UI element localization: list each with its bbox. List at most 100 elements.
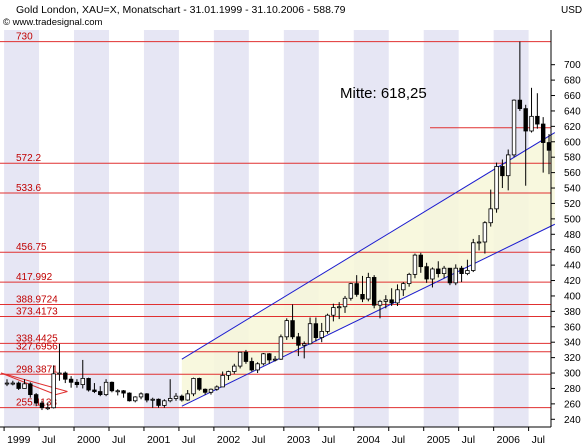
levels-layer: 730 572.2 533.6 456.75 417.992 388.9724373.41…: [0, 32, 551, 409]
candle-body-up: [284, 320, 289, 338]
x-tick-label: Jul: [112, 434, 125, 446]
candle-body-down: [360, 294, 365, 300]
x-tick-label: 1999: [7, 434, 31, 446]
candle-body-up: [10, 382, 16, 385]
candle-body-up: [45, 407, 50, 410]
x-tick-label: 2000: [77, 434, 101, 446]
candle-body-down: [121, 390, 126, 394]
candle-body-down: [296, 336, 301, 346]
copyright-text: © www.tradesignal.com: [3, 17, 102, 28]
half-year-stripe: [353, 30, 389, 427]
y-tick-label: 500: [564, 214, 581, 225]
y-tick-label: 440: [564, 261, 581, 272]
candle-body-up: [331, 307, 336, 316]
candle-body-up: [377, 300, 383, 306]
level-label: 298.3871: [16, 364, 58, 375]
candle-body-down: [197, 378, 202, 390]
x-tick-label: Jul: [322, 434, 335, 446]
candle-body-down: [156, 398, 161, 406]
candle-body-up: [80, 378, 85, 386]
candle-body-up: [383, 299, 389, 302]
y-tick-label: 400: [564, 291, 581, 302]
y-tick-label: 560: [564, 168, 581, 179]
level-label: 338.4425: [16, 333, 58, 344]
y-tick-label: 640: [564, 106, 581, 117]
level-label: 533.6: [16, 183, 41, 194]
y-tick-label: 620: [564, 122, 581, 133]
x-tick-label: Jul: [392, 434, 405, 446]
candle-body-up: [494, 166, 499, 210]
channel-lower-line: [181, 223, 556, 407]
candle-body-down: [39, 402, 45, 409]
triangle-close-line: [55, 391, 68, 396]
chart-title: Gold London, XAU=X, Monatschart - 31.01.…: [16, 4, 346, 16]
candle-body-down: [267, 353, 272, 361]
y-tick-label: 360: [564, 322, 581, 333]
candle-body-up: [511, 99, 517, 156]
candle-body-down: [127, 392, 132, 402]
candle-body-down: [63, 372, 68, 380]
candle-body-up: [465, 270, 470, 274]
x-tick-label: Jul: [462, 434, 475, 446]
unit-label: USD: [561, 5, 582, 16]
candle-body-up: [366, 277, 371, 300]
candle-body-up: [488, 208, 493, 224]
candle-body-down: [249, 361, 254, 371]
candle-body-up: [261, 353, 266, 365]
candle-body-down: [86, 378, 91, 391]
y-tick-label: 520: [564, 199, 581, 210]
level-label: 730: [16, 32, 33, 43]
candle-body-up: [325, 314, 330, 332]
candle-body-down: [179, 395, 185, 401]
candle-body-up: [220, 374, 225, 388]
x-tick-label: 2005: [427, 434, 451, 446]
x-tick-label: 2003: [287, 434, 311, 446]
y-tick-label: 320: [564, 353, 581, 364]
candle-body-down: [202, 388, 208, 393]
y-tick-label: 300: [564, 369, 581, 380]
channel-lines-layer: [181, 132, 556, 407]
x-tick-label: 2004: [357, 434, 381, 446]
y-tick-label: 660: [564, 91, 581, 102]
candle-body-down: [389, 299, 394, 304]
level-label: 417.992: [16, 272, 53, 283]
candle-body-down: [459, 267, 464, 274]
candle-body-down: [16, 382, 21, 389]
candle-body-up: [57, 372, 62, 375]
half-year-stripe: [74, 30, 109, 427]
channel-upper-line: [181, 132, 556, 360]
candle-body-up: [395, 289, 400, 304]
half-year-stripe: [4, 30, 40, 427]
y-tick-label: 460: [564, 245, 581, 256]
candle-body-down: [424, 266, 429, 280]
candle-body-down: [74, 381, 80, 386]
level-label: 456.75: [16, 242, 47, 253]
candle-body-up: [150, 398, 155, 401]
candle-body-up: [4, 382, 10, 385]
candle-body-up: [319, 331, 324, 338]
candle-body-up: [471, 242, 476, 271]
x-tick-label: Jul: [532, 434, 545, 446]
candle-body-up: [529, 115, 534, 132]
candle-body-up: [226, 371, 231, 376]
level-label: 388.9724: [16, 294, 58, 305]
x-tick-label: 2006: [497, 434, 521, 446]
x-axis: 1999 Jul 2000 Jul 2001 Jul 2002 Jul 2003 Jul 2004 J…: [3, 427, 545, 446]
candle-body-up: [237, 351, 243, 367]
candle-body-up: [272, 358, 278, 361]
x-tick-label: 2001: [147, 434, 171, 446]
mitte-annotation: Mitte: 618,25: [340, 85, 427, 102]
y-tick-label: 480: [564, 230, 581, 241]
y-tick-label: 260: [564, 399, 581, 410]
candle-body-up: [173, 395, 179, 399]
y-axis: 240 260 280 300 320 340 360 380 400 420 440 460 480 5…: [551, 60, 581, 426]
candle-body-up: [406, 273, 412, 285]
candle-body-down: [354, 283, 359, 295]
candle-body-up: [208, 388, 214, 393]
candle-body-up: [191, 378, 196, 395]
y-tick-label: 420: [564, 276, 581, 287]
candle-body-down: [540, 123, 546, 143]
x-tick-label: Jul: [42, 434, 55, 446]
